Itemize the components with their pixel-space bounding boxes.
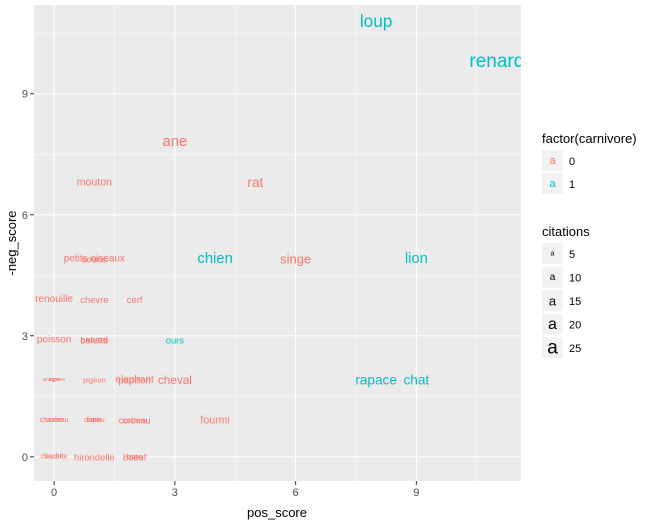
legend-key [542,313,563,335]
point-label: araignee [43,377,66,383]
point-label: elephant [115,375,154,386]
point-label: chameau [40,417,69,424]
panel-background [34,5,521,481]
point-label: pigeon [83,376,106,385]
legend-key-glyph: a [550,272,556,283]
legend-key-glyph: a [548,316,557,333]
y-tick-label: 0 [22,452,28,464]
axes: pos_score -neg_score 0 3 6 9 0 3 6 9 [4,89,419,520]
point-label: ane [163,134,188,150]
point-label: vache [45,453,64,460]
plot-panel [34,5,521,481]
point-label: chouette [41,453,68,460]
point-label: belette [80,334,108,345]
point-label: poisson [37,334,71,345]
point-label: ours [166,334,185,345]
point-label: souris [82,254,107,265]
y-axis-title: -neg_score [4,210,19,275]
y-tick-label: 9 [22,89,28,101]
x-tick-label: 3 [172,487,178,499]
legend-key-glyph: a [551,251,555,258]
point-label: mouton [77,176,112,188]
legend-key [542,243,563,264]
y-tick-label: 3 [22,331,28,343]
point-label: loup [360,11,393,31]
point-label: chevre [80,294,108,305]
point-label: boeuf [123,451,147,462]
legend-key [542,173,563,194]
legend-key [542,266,563,288]
x-tick-label: 0 [51,487,57,499]
plot-marks: loup renard ane rat mouton chien singe lion peti… [35,11,524,462]
point-label: cheval [158,373,192,387]
legend-label: 1 [569,179,575,191]
legend-key [542,290,563,311]
legend-label: 20 [569,320,581,332]
point-label: renard [469,51,524,72]
point-label: oiseau [84,417,105,424]
x-axis-title: pos_score [247,505,307,520]
legend-label: 10 [569,273,581,285]
point-label: chien [197,251,232,267]
point-label: hirondelle [74,451,115,462]
legend-label: 25 [569,343,581,355]
point-label: chat [404,373,430,388]
point-label: canard [81,335,108,345]
point-label: petits oiseaux [64,254,125,265]
point-label: tigre [48,377,59,383]
point-label: cochon [122,416,147,425]
legend-key-glyph: a [549,294,557,309]
y-tick-label: 6 [22,210,28,222]
legend-key [542,337,563,358]
legend-key-glyph: a [547,338,558,359]
point-label: lapin [87,417,102,424]
point-label: lion [405,251,428,267]
point-label: singe [280,252,311,267]
legend-label: 15 [569,296,581,308]
point-label: bete [127,452,143,461]
legend: factor(carnivore) citations a 0 a 1 a 5 a 10 a 15… [542,131,637,359]
point-label: rat [247,175,263,190]
point-label: renouille [35,294,73,305]
legend-label: 5 [569,249,575,261]
point-label: crabe [45,417,63,424]
legend-key-glyph: a [549,155,556,167]
point-label: corbeau [119,415,151,425]
x-tick-label: 6 [293,487,299,499]
legend-label: 0 [569,156,575,168]
point-label: fourmi [200,414,229,426]
legend-key [542,150,563,171]
point-label: cerf [127,294,143,305]
x-tick-label: 9 [413,487,419,499]
point-label: papillon [118,375,150,386]
color-legend-title: factor(carnivore) [542,131,637,146]
legend-key-glyph: a [549,178,556,190]
size-legend-title: citations [542,224,590,239]
point-label: rapace [355,373,397,388]
